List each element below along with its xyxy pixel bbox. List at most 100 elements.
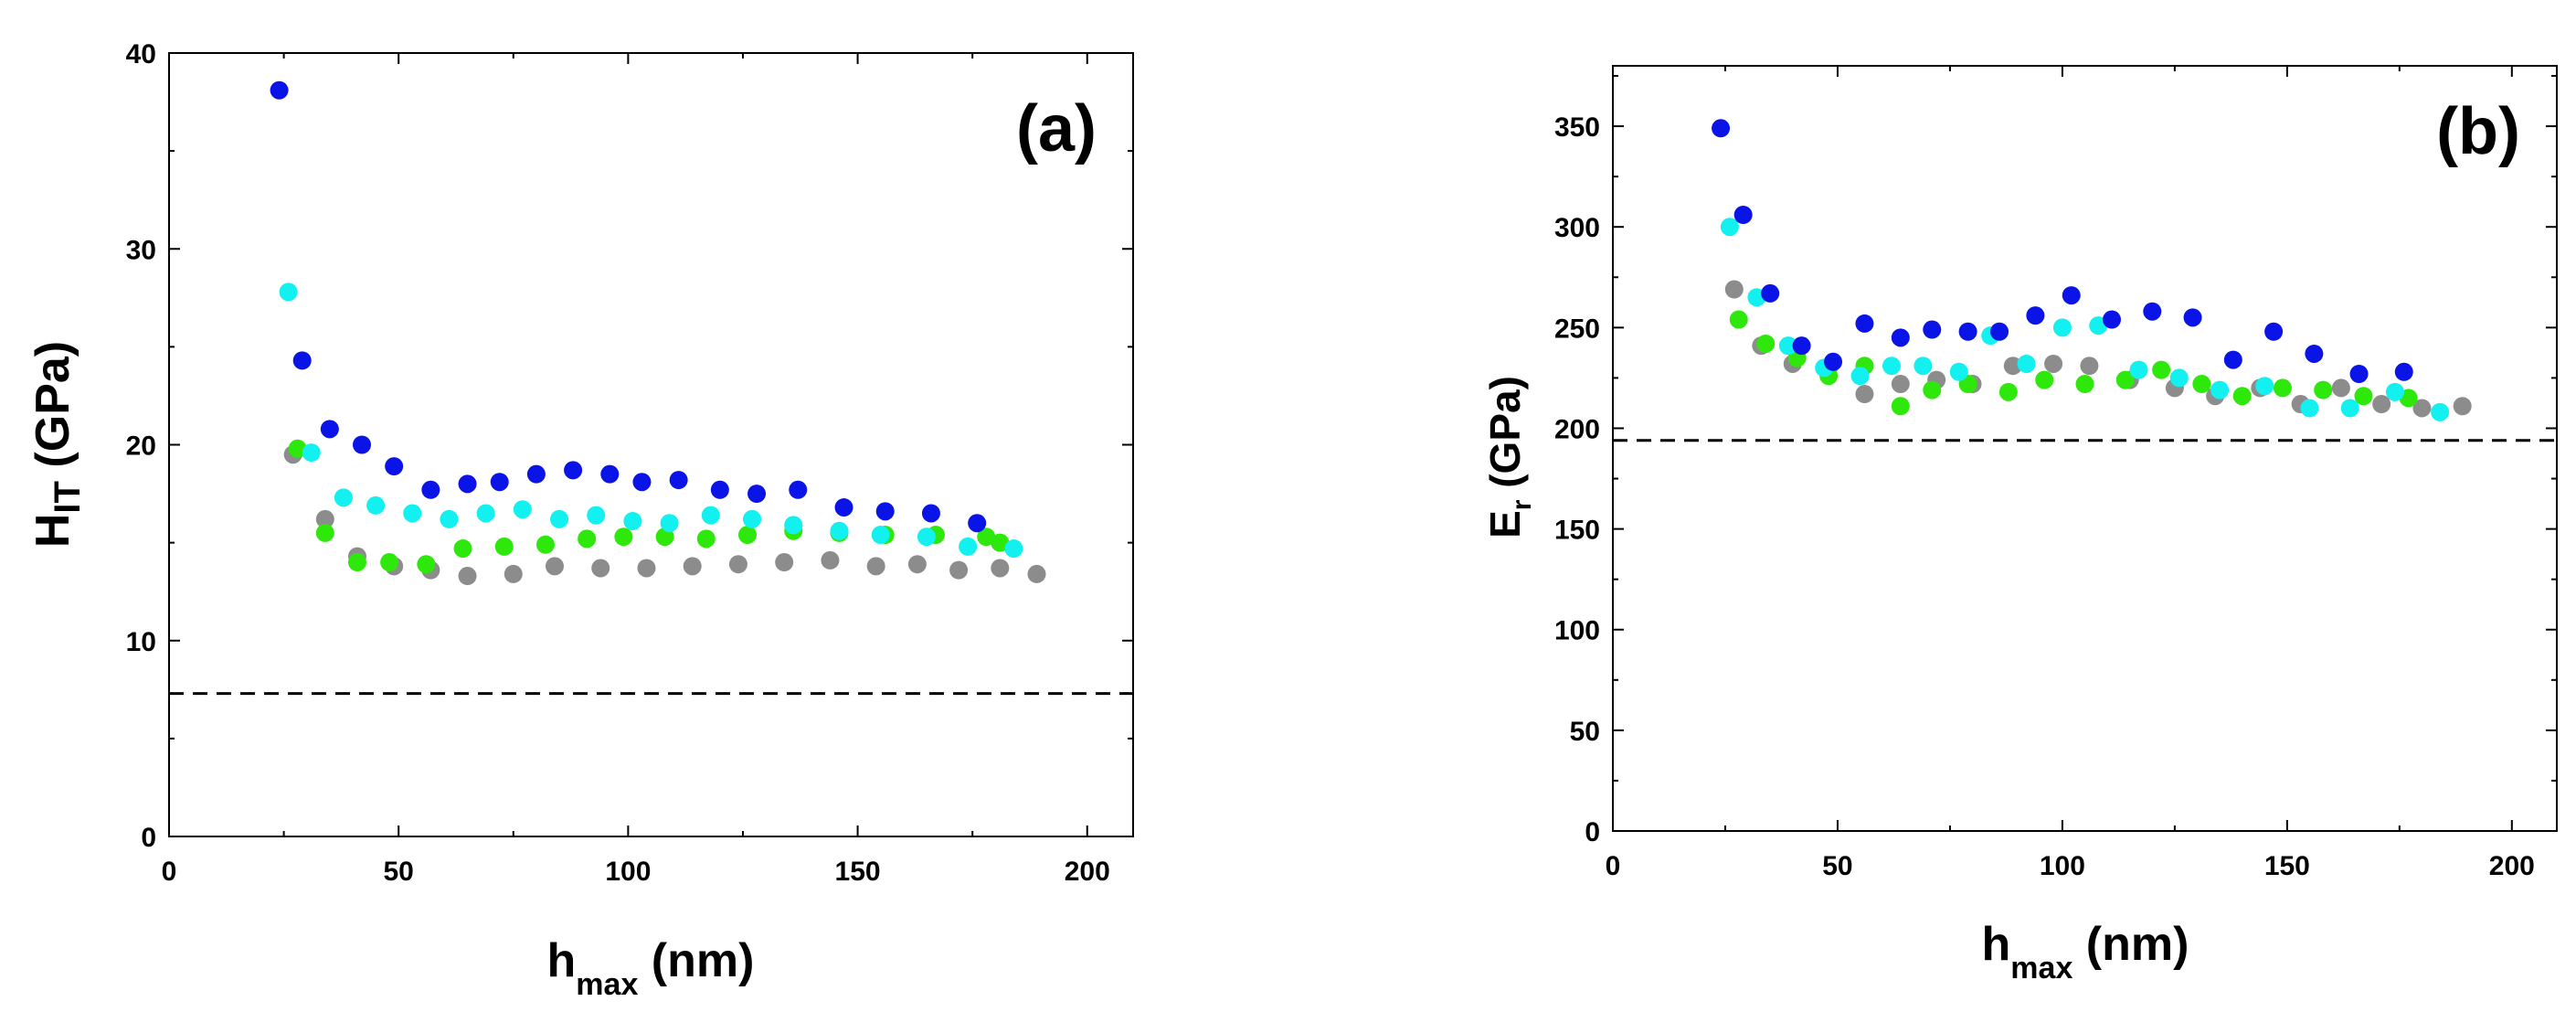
data-point-green: [535, 535, 555, 554]
data-point-cyan: [366, 495, 386, 515]
data-point-green: [417, 555, 436, 574]
data-point-gray: [2412, 399, 2432, 418]
data-point-cyan: [440, 509, 459, 528]
data-point-green: [2354, 387, 2373, 406]
data-point-cyan: [302, 443, 321, 463]
data-point-cyan: [2210, 380, 2230, 399]
data-point-gray: [1891, 375, 1910, 394]
data-point-blue: [1712, 119, 1731, 138]
data-point-gray: [866, 557, 885, 576]
data-point-blue: [526, 464, 546, 484]
data-point-blue: [2394, 362, 2413, 381]
data-point-green: [2192, 375, 2211, 394]
data-point-cyan: [2017, 354, 2036, 373]
data-point-blue: [2264, 322, 2284, 341]
data-point-cyan: [1913, 357, 1933, 376]
data-point-cyan: [959, 537, 978, 556]
data-point-green: [2035, 370, 2054, 389]
data-point-cyan: [2052, 318, 2072, 337]
data-point-blue: [564, 461, 583, 480]
data-point-blue: [789, 480, 808, 499]
data-point-blue: [2223, 350, 2242, 369]
data-point-blue: [875, 502, 895, 521]
data-point-green: [1756, 334, 1776, 353]
data-point-blue: [1824, 352, 1843, 371]
data-point-blue: [1958, 322, 1977, 341]
data-point-blue: [320, 420, 339, 439]
data-point-blue: [1891, 328, 1910, 347]
data-point-cyan: [660, 514, 679, 533]
y-tick-label: 250: [1554, 314, 1600, 344]
data-point-gray: [2331, 378, 2350, 398]
data-point-blue: [710, 480, 729, 499]
data-point-cyan: [784, 516, 803, 535]
data-point-cyan: [830, 521, 849, 540]
x-tick-label: 200: [1065, 857, 1110, 887]
data-point-green: [578, 529, 597, 549]
data-point-green: [2314, 380, 2333, 399]
data-point-blue: [270, 80, 289, 100]
panel-a-x-axis: 0 50 100 150 200: [162, 53, 1110, 887]
x-tick-label: 50: [1822, 851, 1852, 881]
x-tick-label: 0: [1606, 851, 1621, 881]
data-point-gray: [907, 555, 927, 574]
data-point-gray: [504, 564, 523, 583]
data-point-cyan: [2431, 402, 2450, 421]
y-tick-label: 20: [126, 431, 156, 462]
data-point-green: [977, 527, 996, 547]
data-point-green: [2115, 370, 2135, 389]
data-point-blue: [2062, 286, 2081, 305]
data-point-gray: [1027, 564, 1046, 583]
data-point-green: [2232, 387, 2252, 406]
data-point-gray: [683, 557, 702, 576]
data-point-green: [494, 537, 514, 556]
data-point-gray: [2453, 397, 2472, 416]
data-point-blue: [669, 471, 688, 490]
x-tick-label: 150: [835, 857, 881, 887]
data-point-cyan: [2385, 382, 2404, 401]
y-tick-label: 200: [1554, 414, 1600, 444]
data-point-gray: [2372, 395, 2391, 414]
data-point-blue: [2103, 310, 2122, 329]
data-point-cyan: [1778, 336, 1797, 356]
panel-a-data-points: [270, 80, 1046, 586]
data-point-blue: [1792, 336, 1811, 356]
y-axis-title-subscript: r: [1507, 499, 1537, 510]
x-tick-label: 0: [162, 857, 177, 887]
panel-b-y-axis-title: Er (GPa): [1481, 376, 1537, 538]
data-point-green: [614, 527, 633, 547]
x-tick-label: 50: [384, 857, 414, 887]
data-point-gray: [991, 559, 1010, 578]
data-point-blue: [1990, 322, 2009, 341]
panel-a-y-axis: 0 10 20 30 40: [126, 39, 1133, 853]
data-point-blue: [2183, 308, 2202, 327]
data-point-green: [2152, 360, 2171, 379]
data-point-green: [2273, 378, 2292, 398]
data-point-blue: [1761, 283, 1780, 303]
data-point-green: [1891, 397, 1910, 416]
data-point-green: [696, 529, 716, 549]
y-tick-label: 40: [126, 39, 156, 69]
panel-a-hardness-chart: 0 50 100 150 200 0 10 20 30 40 (a) hmax (nm) HIT…: [27, 39, 1134, 1002]
data-point-gray: [1855, 385, 1874, 404]
data-point-blue: [632, 473, 652, 492]
data-point-cyan: [2340, 399, 2359, 418]
panel-b-plot-frame: [1612, 65, 2558, 832]
data-point-cyan: [2255, 377, 2274, 396]
y-tick-label: 0: [141, 823, 156, 853]
panel-b-label: (b): [2436, 95, 2520, 168]
data-point-gray: [546, 557, 564, 576]
data-point-gray: [591, 559, 610, 578]
data-point-gray: [2003, 357, 2022, 376]
x-axis-title-unit: (nm): [638, 934, 754, 987]
data-point-cyan: [587, 506, 606, 525]
y-tick-label: 300: [1554, 213, 1600, 243]
y-tick-label: 150: [1554, 516, 1600, 546]
data-point-gray: [775, 553, 794, 572]
data-point-blue: [747, 485, 767, 504]
data-point-blue: [921, 504, 940, 523]
x-axis-title-subscript: max: [2010, 951, 2072, 985]
data-point-green: [2075, 375, 2094, 394]
data-point-cyan: [2169, 368, 2189, 388]
x-tick-label: 100: [605, 857, 651, 887]
